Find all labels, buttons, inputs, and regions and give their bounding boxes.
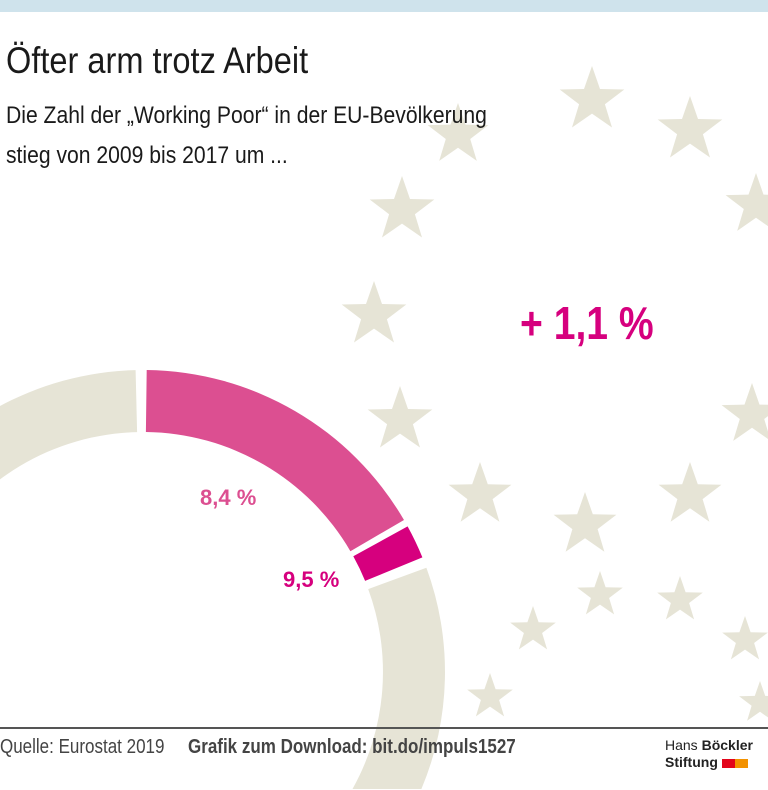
star-icon xyxy=(725,173,768,231)
increase-value: + 1,1 % xyxy=(520,297,654,349)
page-title: Öfter arm trotz Arbeit xyxy=(6,40,309,81)
star-icon xyxy=(553,492,617,552)
star-icon xyxy=(657,96,723,158)
ring-track-right xyxy=(352,567,445,789)
star-icon xyxy=(559,66,625,128)
star-icon xyxy=(721,383,768,441)
star-icon xyxy=(367,386,433,448)
star-icon xyxy=(657,576,703,620)
footer-divider xyxy=(0,727,768,729)
star-icon xyxy=(369,176,435,238)
star-icon xyxy=(427,103,489,161)
logo: Hans Böckler Stiftung xyxy=(665,737,753,771)
label-2017: 9,5 % xyxy=(283,567,339,592)
logo-stiftung: Stiftung xyxy=(665,754,718,770)
star-icon xyxy=(467,673,513,717)
star-icon xyxy=(341,281,407,343)
subtitle-line-1: Die Zahl der „Working Poor“ in der EU-Be… xyxy=(6,102,487,129)
download-link[interactable]: Grafik zum Download: bit.do/impuls1527 xyxy=(188,736,516,758)
logo-boeckler: Böckler xyxy=(701,737,753,753)
top-bar xyxy=(0,0,768,12)
star-icon xyxy=(722,616,768,660)
star-icon xyxy=(739,681,768,721)
logo-red-square xyxy=(721,758,735,768)
logo-orange-square xyxy=(734,758,748,768)
segment-2009 xyxy=(145,370,404,552)
star-icon xyxy=(577,571,623,615)
segment-increase xyxy=(353,526,423,581)
star-icon xyxy=(510,606,556,650)
subtitle-line-2: stieg von 2009 bis 2017 um ... xyxy=(6,142,288,169)
label-2009: 8,4 % xyxy=(200,485,256,510)
ring-track-left xyxy=(0,370,138,480)
logo-hans: Hans xyxy=(665,737,698,753)
star-icon xyxy=(448,462,512,522)
source-note: Quelle: Eurostat 2019 xyxy=(0,736,165,758)
star-icon xyxy=(658,462,722,522)
